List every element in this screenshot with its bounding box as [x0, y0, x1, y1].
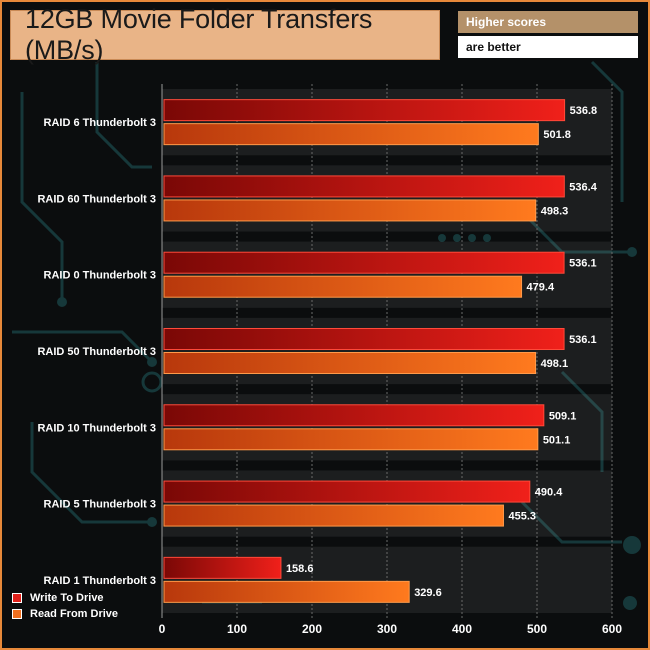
data-label: 536.4 [569, 181, 597, 193]
x-tick-label: 400 [452, 622, 472, 636]
data-label: 490.4 [535, 487, 563, 499]
data-label: 509.1 [549, 410, 577, 422]
bar-write [163, 175, 565, 198]
bar-read [163, 352, 537, 374]
data-label: 498.3 [541, 205, 569, 217]
data-label: 536.1 [569, 258, 597, 270]
data-label: 498.1 [541, 358, 569, 370]
legend-swatch-write [12, 593, 22, 603]
bar-write [163, 404, 545, 427]
legend-label-read: Read From Drive [30, 608, 119, 620]
data-label: 536.8 [570, 105, 598, 117]
bar-read [163, 428, 539, 451]
bar-read [163, 199, 537, 222]
category-label: RAID 10 Thunderbolt 3 [37, 422, 156, 434]
data-label: 158.6 [286, 563, 314, 575]
data-label: 536.1 [569, 334, 597, 346]
note-line-2: are better [458, 36, 638, 58]
x-tick-label: 300 [377, 622, 397, 636]
bar-write [163, 328, 565, 350]
title-box: 12GB Movie Folder Transfers (MB/s) [10, 4, 440, 65]
row-band [162, 317, 612, 385]
category-label: RAID 6 Thunderbolt 3 [44, 117, 156, 129]
gridlines [161, 84, 613, 618]
legend-item-read: Read From Drive [12, 608, 118, 620]
bar-write [163, 99, 566, 122]
bar-read [163, 123, 539, 146]
legend-label-write: Write To Drive [30, 592, 104, 604]
x-tick-label: 0 [159, 622, 166, 636]
category-label: RAID 1 Thunderbolt 3 [44, 575, 156, 587]
data-label: 455.3 [508, 511, 536, 523]
bars: 536.8501.8536.4498.3536.1479.4536.1498.1… [163, 99, 598, 603]
bar-read [163, 504, 504, 527]
bar-write [163, 251, 565, 274]
data-label: 479.4 [527, 282, 555, 294]
category-label: RAID 60 Thunderbolt 3 [37, 193, 156, 205]
chart-title: 12GB Movie Folder Transfers (MB/s) [25, 4, 373, 65]
legend-swatch-read [12, 609, 22, 619]
bar-write [163, 480, 531, 503]
category-label: RAID 50 Thunderbolt 3 [37, 346, 156, 358]
legend-item-write: Write To Drive [12, 592, 104, 604]
x-axis: 0 100 200 300 400 500 600 [159, 84, 622, 636]
category-label: RAID 0 Thunderbolt 3 [44, 270, 156, 282]
bar-read [163, 275, 523, 298]
note-line-1: Higher scores [458, 11, 638, 33]
category-label: RAID 5 Thunderbolt 3 [44, 499, 156, 511]
bar-read [163, 580, 410, 603]
category-labels: RAID 6 Thunderbolt 3 RAID 60 Thunderbolt … [37, 117, 156, 587]
row-bands [162, 89, 612, 613]
bar-write [163, 556, 282, 579]
x-tick-label: 500 [527, 622, 547, 636]
x-tick-label: 600 [602, 622, 622, 636]
data-label: 501.1 [543, 434, 571, 446]
data-label: 501.8 [543, 129, 571, 141]
x-tick-label: 200 [302, 622, 322, 636]
x-tick-label: 100 [227, 622, 247, 636]
data-label: 329.6 [414, 587, 442, 599]
